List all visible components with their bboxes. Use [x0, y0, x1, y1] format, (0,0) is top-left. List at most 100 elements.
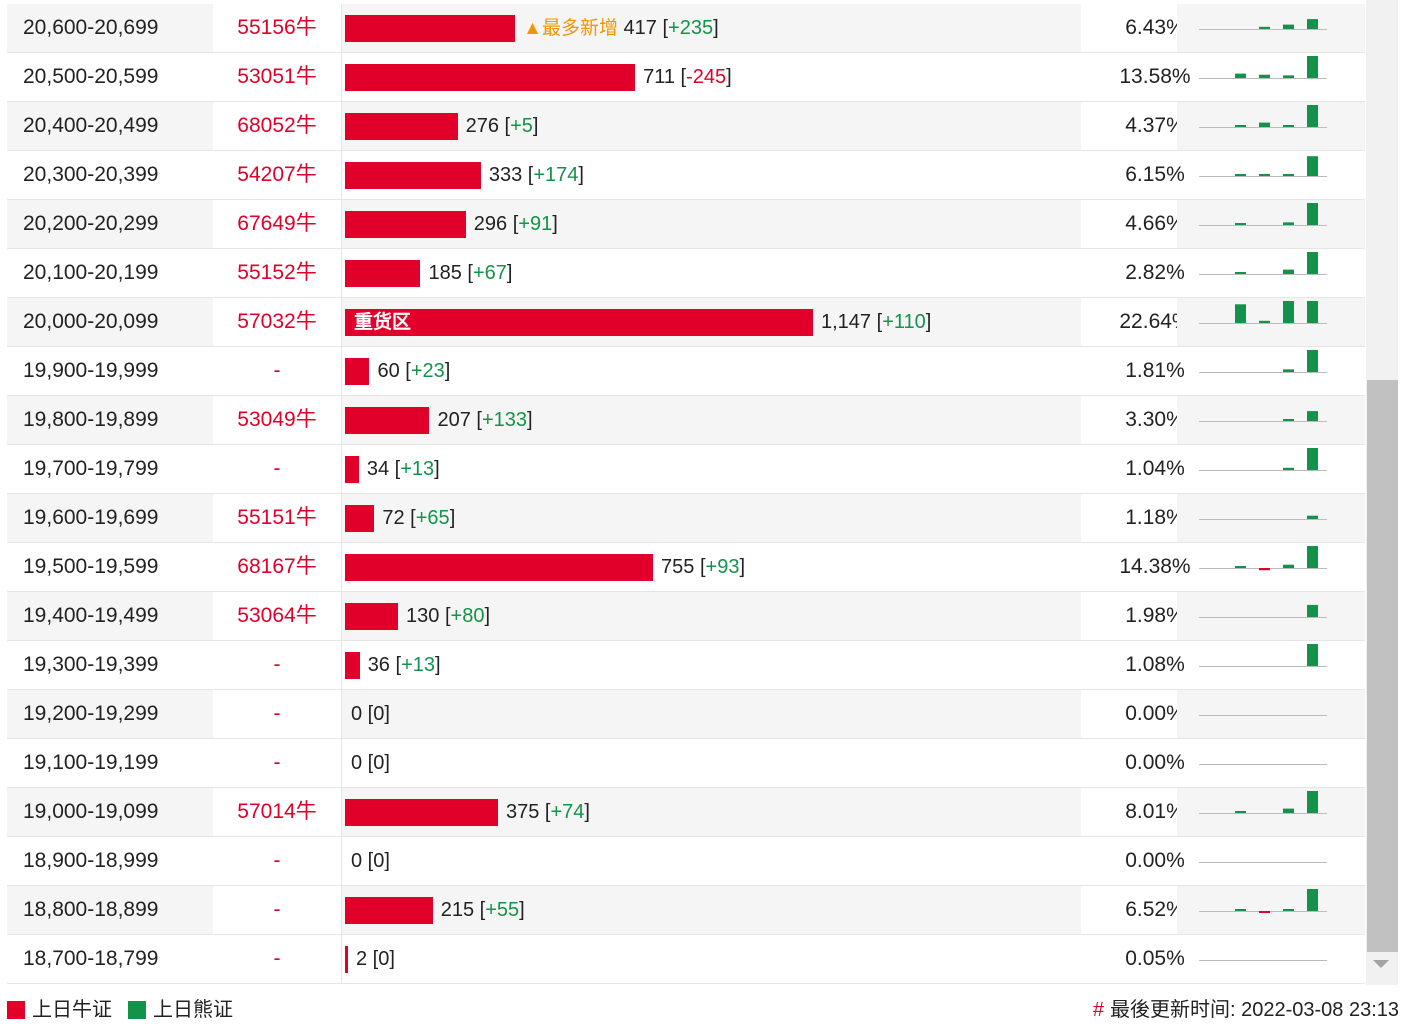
warrant-code[interactable]: 57014牛: [213, 788, 341, 836]
sparkline-bar: [1235, 125, 1246, 127]
volume-text: 0 [0]: [351, 752, 390, 774]
sparkline-bar: [1259, 320, 1270, 323]
table-row: 20,300-20,399 54207牛 333 [+174] 6.15%: [7, 151, 1365, 200]
volume-bar: [345, 799, 498, 826]
volume-change: 0: [373, 850, 385, 872]
volume-change: +74: [550, 801, 585, 823]
volume-value: 207: [437, 409, 471, 431]
trend-sparkline: [1199, 56, 1327, 79]
volume-value: 185: [428, 262, 462, 284]
trend-sparkline: [1199, 546, 1327, 571]
table-row: 19,500-19,599 68167牛 755 [+93] 14.38%: [7, 543, 1365, 592]
strike-range: 20,200-20,299: [7, 200, 213, 248]
scrollbar-thumb[interactable]: [1367, 380, 1398, 952]
volume-change: +80: [450, 605, 485, 627]
volume-text: 755 [+93]: [661, 556, 746, 578]
warrant-code[interactable]: -: [213, 641, 341, 689]
table-row: 20,500-20,599 53051牛 711 [-245] 13.58%: [7, 53, 1365, 102]
volume-change: +5: [510, 115, 533, 137]
volume-bar: [345, 15, 516, 42]
volume-bar-cell: 0 [0]: [341, 739, 1081, 787]
sparkline-bar: [1283, 24, 1294, 29]
sparkline-bar: [1259, 174, 1270, 176]
percentage: 13.58%: [1119, 65, 1191, 88]
volume-text: 207 [+133]: [437, 409, 533, 431]
sparkline-cell: [1177, 4, 1365, 52]
sparkline-bar: [1283, 269, 1294, 274]
volume-text: 1,147 [+110]: [821, 311, 932, 333]
volume-value: 296: [473, 213, 508, 235]
sparkline-cell: [1177, 298, 1365, 346]
percentage: 1.04%: [1125, 457, 1185, 480]
volume-change: 0: [373, 703, 385, 725]
strike-range: 19,700-19,799: [23, 457, 159, 480]
warrant-code[interactable]: -: [213, 935, 341, 983]
strike-range: 19,000-19,099: [7, 788, 213, 836]
warrant-code[interactable]: -: [213, 886, 341, 934]
sparkline-bar: [1283, 808, 1294, 813]
volume-change: +23: [410, 360, 445, 382]
strike-range: 20,600-20,699: [7, 4, 213, 52]
warrant-code[interactable]: -: [213, 347, 341, 395]
warrant-code[interactable]: -: [213, 690, 341, 738]
heavy-zone-label: 重货区: [354, 312, 412, 333]
volume-bar-cell: 215 [+55]: [341, 886, 1081, 934]
scroll-down-icon[interactable]: [1373, 960, 1389, 968]
volume-bar: 重货区: [345, 309, 813, 336]
sparkline-bar: [1307, 350, 1318, 372]
trend-sparkline: [1199, 715, 1327, 716]
warrant-code[interactable]: 68167牛: [213, 543, 341, 591]
percentage: 0.00%: [1125, 751, 1185, 774]
table-row: 20,600-20,699 55156牛 ▲最多新增 417 [+235] 6.43%: [7, 4, 1365, 53]
table-row: 19,100-19,199 -0 [0] 0.00%: [7, 739, 1365, 788]
sparkline-cell: [1177, 53, 1365, 101]
volume-bar-cell: 375 [+74]: [341, 788, 1081, 836]
volume-value: 755: [661, 556, 695, 578]
warrant-code[interactable]: 54207牛: [213, 151, 341, 199]
volume-bar-cell: 重货区 1,147 [+110]: [341, 298, 1081, 346]
percentage: 1.18%: [1125, 506, 1185, 529]
percentage: 3.30%: [1125, 408, 1185, 431]
warrant-code[interactable]: -: [213, 739, 341, 787]
trend-sparkline: [1199, 301, 1327, 324]
warrant-code[interactable]: 57032牛: [213, 298, 341, 346]
sparkline-bar: [1283, 222, 1294, 225]
sparkline-bar: [1235, 223, 1246, 225]
sparkline-bar: [1235, 566, 1246, 568]
legend-bear-label: 上日熊证: [153, 999, 233, 1021]
sparkline-bar: [1283, 301, 1294, 323]
warrant-code[interactable]: -: [213, 837, 341, 885]
warrant-code[interactable]: 53049牛: [213, 396, 341, 444]
warrant-code[interactable]: 53051牛: [213, 53, 341, 101]
volume-value: 0: [351, 752, 363, 774]
most-added-tag: ▲最多新增: [523, 18, 618, 39]
sparkline-bar: [1307, 791, 1318, 813]
volume-bar-cell: 2 [0]: [341, 935, 1081, 983]
warrant-code[interactable]: 55151牛: [213, 494, 341, 542]
table-row: 19,900-19,999 - 60 [+23] 1.81%: [7, 347, 1365, 396]
strike-range: 19,300-19,399: [23, 653, 159, 676]
warrant-code[interactable]: 55152牛: [213, 249, 341, 297]
volume-value: 72: [382, 507, 405, 529]
warrant-code[interactable]: -: [213, 445, 341, 493]
sparkline-bar: [1307, 604, 1318, 617]
trend-sparkline: [1199, 448, 1327, 471]
volume-value: 333: [488, 164, 523, 186]
trend-sparkline: [1199, 644, 1327, 667]
volume-bar-cell: 130 [+80]: [341, 592, 1081, 640]
sparkline-bar: [1307, 56, 1318, 78]
warrant-code[interactable]: 68052牛: [213, 102, 341, 150]
sparkline-bar: [1283, 174, 1294, 176]
legend: 上日牛证 上日熊证: [7, 998, 249, 1022]
sparkline-bar: [1307, 252, 1318, 274]
volume-value: 1,147: [821, 311, 872, 333]
trend-sparkline: [1199, 604, 1327, 618]
strike-range: 20,400-20,499: [7, 102, 213, 150]
table-row: 19,200-19,299-0 [0] 0.00%: [7, 690, 1365, 739]
volume-bar-cell: 755 [+93]: [341, 543, 1081, 591]
warrant-code[interactable]: 55156牛: [213, 4, 341, 52]
warrant-code[interactable]: 53064牛: [213, 592, 341, 640]
warrant-code[interactable]: 67649牛: [213, 200, 341, 248]
sparkline-bar: [1235, 174, 1246, 176]
table-row: 18,700-18,799 -2 [0] 0.05%: [7, 935, 1365, 984]
